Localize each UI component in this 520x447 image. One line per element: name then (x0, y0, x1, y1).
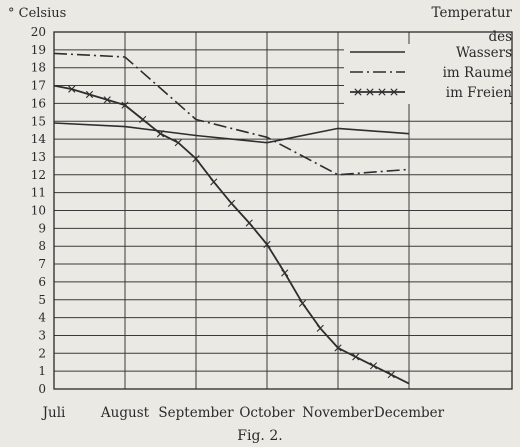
x-tick-label: Juli (41, 405, 66, 421)
series-marker (174, 139, 182, 147)
y-tick-label: 14 (31, 132, 47, 146)
series-marker (156, 130, 165, 138)
legend-marker (390, 88, 398, 96)
legend-marker (378, 88, 386, 96)
figure-caption: Fig. 2. (237, 428, 282, 444)
legend: Temperatur des Wassers im Raume im Freien (350, 5, 513, 101)
y-tick-label: 5 (38, 293, 46, 307)
series-marker (121, 101, 129, 109)
series-marker (352, 353, 360, 361)
series-marker (369, 362, 378, 370)
x-tick-label: September (158, 405, 234, 421)
series-marker (227, 199, 236, 207)
y-tick-label: 10 (31, 204, 46, 218)
y-tick-label: 11 (31, 186, 46, 200)
series-marker (139, 115, 147, 124)
series-marker (210, 178, 218, 186)
plot-frame (53, 31, 513, 390)
y-tick-label: 2 (38, 346, 46, 360)
y-tick-label: 17 (31, 79, 46, 93)
y-tick-label: 4 (38, 311, 46, 325)
legend-title-line-2: des (488, 29, 512, 45)
y-tick-label: 6 (38, 275, 46, 289)
y-tick-label: 13 (31, 150, 46, 164)
y-tick-label: 12 (31, 168, 46, 182)
y-tick-label: 9 (38, 221, 46, 235)
series-line-1 (53, 52, 410, 176)
series-marker (103, 96, 111, 104)
series-marker (281, 269, 289, 277)
series-marker (298, 299, 307, 307)
y-tick-label: 3 (38, 328, 46, 342)
series-marker (85, 90, 94, 99)
y-tick-label: 15 (31, 114, 46, 128)
y-tick-label: 19 (31, 43, 46, 57)
y-axis-unit-label: ° Celsius (8, 6, 66, 21)
series-marker (263, 240, 271, 249)
x-tick-label: November (302, 405, 374, 421)
series-marker (245, 219, 253, 227)
y-tick-label: 18 (31, 61, 46, 75)
x-tick-label: October (239, 405, 295, 421)
legend-marker (366, 88, 374, 96)
series-marker (68, 85, 76, 93)
legend-label-1: im Raume (443, 65, 512, 81)
y-tick-label: 20 (31, 25, 46, 39)
legend-label-0: Wassers (456, 45, 512, 61)
series-marker (316, 324, 324, 332)
legend-label-2: im Freien (446, 85, 513, 101)
x-tick-label: December (374, 405, 445, 421)
y-tick-label: 7 (38, 257, 46, 271)
series-marker (192, 155, 200, 163)
series-line-0 (53, 122, 410, 144)
series-marker (387, 371, 395, 379)
chart-series (53, 52, 410, 385)
legend-title-line-1: Temperatur (432, 5, 513, 21)
series-marker (334, 344, 342, 352)
legend-marker (354, 88, 362, 96)
y-tick-label: 16 (31, 96, 46, 110)
x-axis-month-labels: Juli August September October November Decemb… (41, 405, 445, 421)
y-tick-label: 8 (38, 239, 46, 253)
chart-grid (53, 31, 513, 390)
y-tick-label: 1 (38, 364, 46, 378)
y-tick-label: 0 (38, 382, 46, 396)
x-tick-label: August (100, 405, 150, 421)
